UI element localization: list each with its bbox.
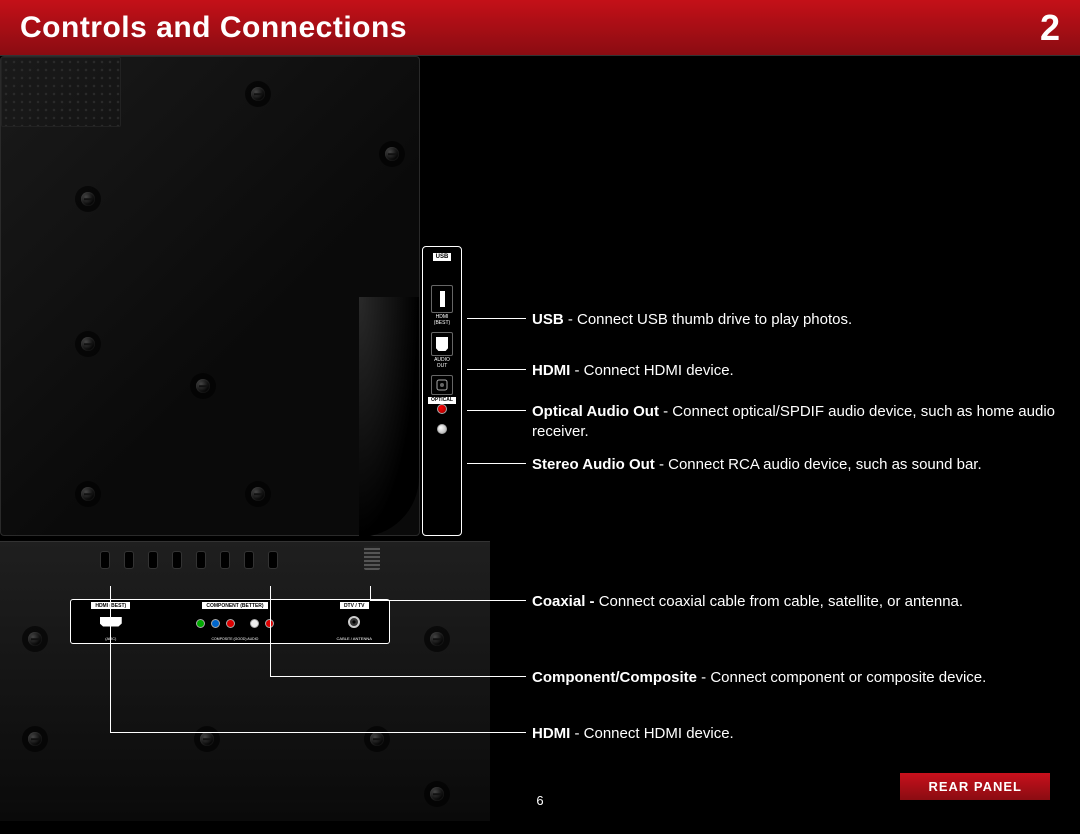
rca-left-port: [437, 404, 447, 414]
callout-line-stereo: [467, 463, 526, 464]
rca-right-port: [437, 424, 447, 434]
side-port-strip: USB HDMI(BEST) AUDIOOUT OPTICAL: [422, 246, 462, 536]
port-label-optical: OPTICAL: [428, 397, 456, 404]
page-number: 6: [536, 793, 543, 808]
desc-component: Component/Composite - Connect component …: [532, 668, 1056, 688]
port-sublabel-composite: COMPOSITE (GOOD) AUDIO: [212, 637, 259, 641]
port-label-dtv: DTV / TV: [340, 602, 369, 609]
desc-stereo: Stereo Audio Out - Connect RCA audio dev…: [532, 455, 1056, 475]
chapter-header: Controls and Connections 2: [0, 0, 1080, 56]
description-area: USB - Connect USB thumb drive to play ph…: [490, 56, 1080, 816]
tv-rear-illustration: USB HDMI(BEST) AUDIOOUT OPTICAL: [0, 56, 490, 816]
component-jacks: [194, 619, 275, 628]
tv-bottom-plate: [0, 541, 490, 821]
callout-vline-hdmi-bottom: [110, 586, 111, 732]
desc-hdmi-bottom: HDMI - Connect HDMI device.: [532, 724, 1056, 744]
desc-usb: USB - Connect USB thumb drive to play ph…: [532, 310, 1056, 330]
port-label-audio-out: AUDIOOUT: [434, 358, 450, 369]
callout-line-hdmi: [467, 369, 526, 370]
bottom-port-strip: HDMI (BEST) (ARC) COMPONENT (BETTER) COM…: [70, 599, 390, 644]
callout-line-optical: [467, 410, 526, 411]
main-content: USB HDMI(BEST) AUDIOOUT OPTICAL: [0, 56, 1080, 816]
callout-vline-component: [270, 586, 271, 676]
callout-vline-coax: [370, 586, 371, 600]
desc-hdmi-side: HDMI - Connect HDMI device.: [532, 361, 1056, 381]
callout-hline-coax: [370, 600, 526, 601]
port-label-component: COMPONENT (BETTER): [202, 602, 267, 609]
coax-threaded-icon: [364, 546, 380, 570]
usb-port: [431, 285, 453, 313]
coax-port: [348, 616, 360, 628]
speaker-grille: [1, 57, 121, 127]
port-label-usb: USB: [433, 253, 452, 261]
callout-line-usb: [467, 318, 526, 319]
vent-row: [100, 550, 360, 570]
chapter-title: Controls and Connections: [20, 11, 407, 45]
desc-optical: Optical Audio Out - Connect optical/SPDI…: [532, 402, 1056, 443]
desc-coaxial: Coaxial - Connect coaxial cable from cab…: [532, 592, 1056, 612]
audio-out-port: [431, 375, 453, 395]
rear-panel-tag: REAR PANEL: [900, 773, 1050, 800]
hdmi-port-side: [431, 332, 453, 356]
tv-back-plate: [0, 56, 420, 536]
callout-hline-hdmi-bottom: [110, 732, 526, 733]
callout-hline-component: [270, 676, 526, 677]
port-label-hdmi: HDMI(BEST): [434, 315, 450, 326]
port-sublabel-cable: CABLE / ANTENNA: [337, 636, 372, 641]
chapter-number: 2: [1040, 7, 1060, 49]
